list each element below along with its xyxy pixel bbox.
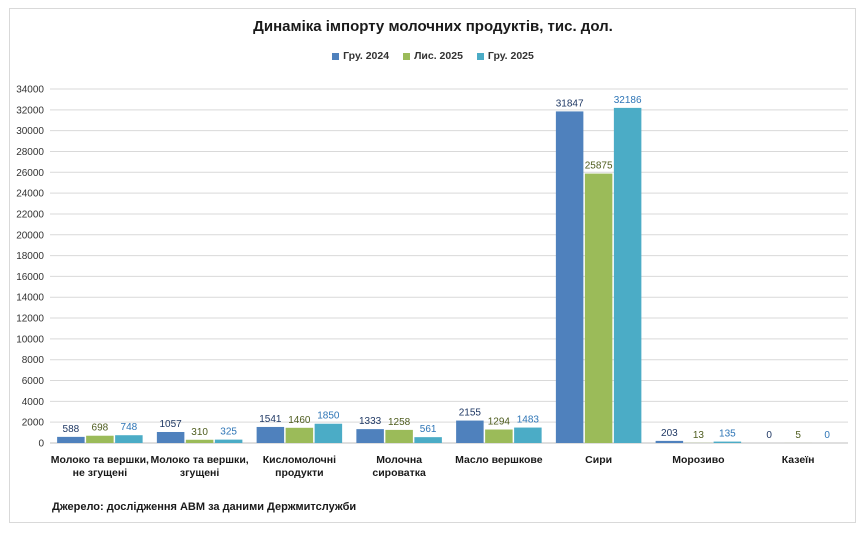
chart-legend: Гру. 2024 Лис. 2025 Гру. 2025: [0, 50, 866, 62]
y-tick-label: 2000: [22, 418, 45, 429]
data-label: 1333: [359, 416, 382, 427]
source-note: Джерело: дослідження АВМ за даними Держм…: [52, 501, 357, 513]
bar: [613, 107, 642, 444]
data-label: 0: [824, 430, 830, 441]
data-label: 310: [191, 427, 208, 438]
x-category-label: Молоко та вершки, не згущені: [51, 454, 149, 479]
y-tick-label: 20000: [16, 230, 44, 241]
bar: [285, 427, 314, 443]
data-label: 1057: [160, 419, 183, 430]
bar: [555, 111, 584, 443]
legend-item-1: Лис. 2025: [403, 50, 463, 62]
data-label: 698: [92, 423, 109, 434]
data-label: 1294: [488, 417, 511, 428]
bar: [214, 439, 243, 443]
bar: [713, 441, 742, 443]
y-tick-label: 4000: [22, 397, 45, 408]
chart-title: Динаміка імпорту молочних продуктів, тис…: [253, 18, 613, 35]
data-label: 31847: [556, 98, 584, 109]
legend-item-2: Гру. 2025: [476, 50, 534, 62]
data-label: 325: [220, 427, 237, 438]
legend-label-2: Гру. 2025: [487, 50, 534, 62]
y-tick-label: 10000: [16, 334, 44, 345]
data-label: 588: [63, 424, 80, 435]
data-label: 32186: [614, 95, 642, 106]
y-tick-label: 18000: [16, 251, 44, 262]
bar: [485, 429, 513, 443]
bar: [57, 436, 85, 443]
x-category-label: Молоко та вершки, згущені: [151, 454, 249, 479]
data-label: 1460: [288, 415, 311, 426]
bar: [86, 435, 114, 443]
bar: [655, 440, 684, 443]
data-label: 1850: [317, 411, 340, 422]
y-tick-label: 32000: [16, 105, 44, 116]
bar: [256, 426, 285, 443]
x-category-label-line: згущені: [180, 467, 219, 479]
legend-label-0: Гру. 2024: [343, 50, 390, 62]
data-label: 1541: [259, 414, 282, 425]
x-category-label-line: Молоко та вершки,: [51, 454, 149, 466]
bar: [414, 437, 442, 443]
y-tick-label: 28000: [16, 147, 44, 158]
x-category-label-line: продукти: [275, 467, 324, 479]
bar: [314, 423, 343, 443]
y-tick-label: 26000: [16, 168, 44, 179]
y-tick-label: 0: [38, 439, 44, 450]
x-category-label: Масло вершкове: [455, 454, 543, 466]
legend-swatch-2: [476, 52, 484, 60]
bar: [156, 431, 185, 443]
data-label: 5: [795, 430, 801, 441]
data-label: 561: [420, 424, 437, 435]
bar: [385, 429, 413, 443]
y-tick-label: 8000: [22, 355, 45, 366]
x-category-label-line: сироватка: [372, 467, 426, 479]
x-category-label: Сири: [585, 454, 612, 466]
data-label: 13: [693, 430, 705, 441]
y-tick-label: 6000: [22, 376, 45, 387]
legend-item-0: Гру. 2024: [332, 50, 389, 62]
y-tick-label: 12000: [16, 314, 44, 325]
x-category-label-line: не згущені: [73, 467, 128, 479]
data-label: 2155: [459, 408, 482, 419]
legend-swatch-0: [332, 52, 340, 60]
bar: [456, 420, 484, 443]
bar: [185, 439, 214, 443]
data-label: 135: [719, 429, 736, 440]
data-label: 203: [661, 428, 678, 439]
x-category-label-line: Казеїн: [782, 454, 815, 466]
y-tick-label: 34000: [16, 85, 44, 96]
x-category-label-line: Молочна: [376, 454, 422, 466]
x-category-label-line: Кисломолочні: [263, 454, 336, 466]
y-tick-label: 24000: [16, 189, 44, 200]
data-label: 1483: [517, 415, 540, 426]
bar: [115, 435, 143, 443]
y-tick-label: 22000: [16, 209, 44, 220]
legend-swatch-1: [403, 52, 411, 60]
bar: [356, 429, 384, 443]
bar: [584, 173, 613, 443]
x-category-label: Кисломолочні продукти: [263, 454, 336, 479]
x-category-label-line: Морозиво: [672, 454, 724, 466]
data-label: 25875: [585, 161, 613, 172]
bar: [514, 427, 542, 443]
x-category-label-line: Молоко та вершки,: [151, 454, 249, 466]
data-label: 1258: [388, 417, 411, 428]
x-category-label: Казеїн: [782, 454, 815, 466]
y-tick-label: 14000: [16, 293, 44, 304]
data-label: 0: [766, 430, 772, 441]
x-category-label: Молочна сироватка: [372, 454, 426, 479]
x-category-label-line: Сири: [585, 454, 612, 466]
x-category-label: Морозиво: [672, 454, 724, 466]
y-tick-label: 30000: [16, 126, 44, 137]
y-tick-label: 16000: [16, 272, 44, 283]
x-category-label-line: Масло вершкове: [455, 454, 543, 466]
legend-label-1: Лис. 2025: [414, 50, 463, 62]
data-label: 748: [121, 422, 138, 433]
